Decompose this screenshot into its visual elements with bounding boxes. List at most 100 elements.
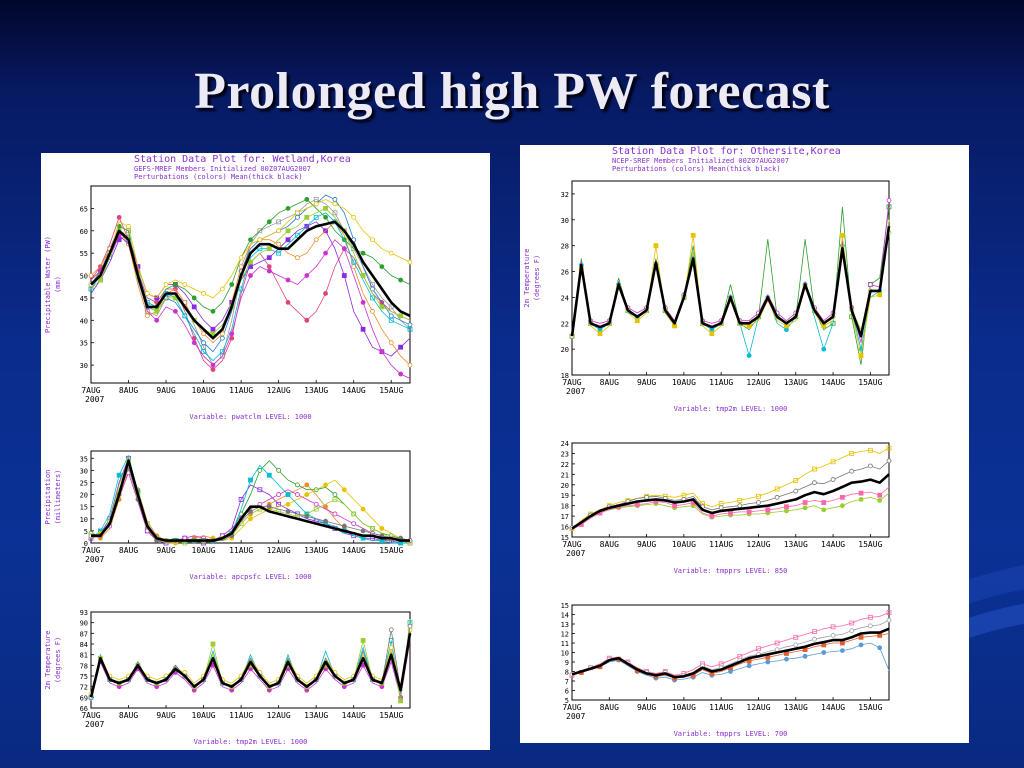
x-tick-label: 10AUG [672,703,696,712]
member-point [765,659,771,665]
member-point [276,250,282,256]
member-point [304,214,310,220]
member-point [201,291,206,296]
member-point [266,246,272,252]
x-tick-label: 7AUG [81,546,100,555]
member-point [812,480,817,486]
member-series-line [571,447,890,529]
member-point [266,504,272,510]
plot-frame [571,180,890,376]
x-tick-label: 10AUG [192,386,216,395]
member-point [388,313,394,319]
x-tick-label: 8AUG [600,703,619,712]
x-tick-label: 8AUG [119,386,138,395]
member-point [257,467,263,473]
member-series-line [90,221,411,366]
member-point [88,273,94,278]
member-point [332,197,338,202]
member-point [877,292,883,298]
y-tick-label: 0 [84,540,88,548]
member-series-line [571,612,890,676]
member-point [867,447,873,453]
member-point [323,518,328,524]
x-tick-label: 12AUG [746,378,770,387]
member-point [886,445,892,451]
member-point [370,295,375,301]
member-point [793,488,799,494]
member-point [313,197,319,202]
member-point [332,210,338,216]
member-point [886,617,892,623]
y-tick-label: 8 [565,669,569,677]
member-point [332,201,338,207]
member-point [285,509,291,514]
x-tick-label: 15AUG [379,546,403,555]
ensemble-chart-1: 30 35 40 45 50 55 60 65 7AUG 8AUG 9AUG 10AUG 11AUG 12… [44,185,413,421]
x-tick-label: 9AUG [156,546,175,555]
x-tick-label: 11AUG [229,546,253,555]
member-point [634,318,640,324]
member-point [191,340,197,346]
y-tick-label: 17 [561,513,569,521]
member-point [644,494,649,500]
member-point [351,214,357,220]
member-point [332,492,338,497]
member-point [653,243,659,249]
member-point [839,648,845,654]
x-tick-label: 7AUG [81,711,100,720]
member-point [295,482,300,488]
member-point [229,331,235,337]
member-point [266,268,272,274]
member-point [398,344,404,350]
member-point [201,340,206,346]
plot-frame [90,450,411,544]
member-point [210,308,216,314]
member-point [839,503,845,509]
member-point [341,523,347,529]
y-tick-label: 45 [80,295,88,303]
member-point [173,308,178,314]
member-point [360,273,366,278]
member-point [821,507,827,513]
x-tick-label: 10AUG [192,711,216,720]
y-tick-label: 19 [561,492,569,500]
mean-series-line [91,459,410,542]
member-point [765,507,771,513]
member-point [867,282,873,287]
x-year-label: 2007 [566,549,585,558]
member-point [276,492,282,497]
member-point [821,650,827,655]
y-tick-label: 66 [80,705,88,713]
member-point [173,282,178,287]
member-point [144,308,150,314]
member-point [257,487,263,493]
member-point [144,313,150,319]
member-point [784,508,789,514]
ensemble-chart-2: 0 5 10 15 20 25 30 35 7AUG 8AUG 9AUG 10AUG 11AUG 12AU… [44,450,413,581]
panel-header-members: GEFS-MREF Members Initialized 00Z07AUG20… [134,165,311,173]
y-tick-label: 20 [80,492,88,500]
y-tick-label: 12 [561,631,569,639]
member-point [774,494,780,500]
member-point [867,614,873,620]
member-point [802,500,808,505]
member-point [793,642,799,648]
member-point [849,451,855,456]
member-point [756,500,761,505]
y-tick-label: 55 [80,250,88,258]
member-point [257,228,263,234]
x-tick-label: 8AUG [119,546,138,555]
member-point [219,335,225,341]
member-point [313,506,319,512]
x-tick-label: 15AUG [379,711,403,720]
member-point [709,331,715,337]
member-point [360,250,366,256]
member-series-line [90,234,411,379]
member-point [388,645,394,650]
member-point [276,501,282,507]
member-point [793,634,799,640]
member-point [276,467,282,473]
member-point [793,478,799,484]
member-point [407,259,413,265]
x-tick-label: 13AUG [784,703,808,712]
